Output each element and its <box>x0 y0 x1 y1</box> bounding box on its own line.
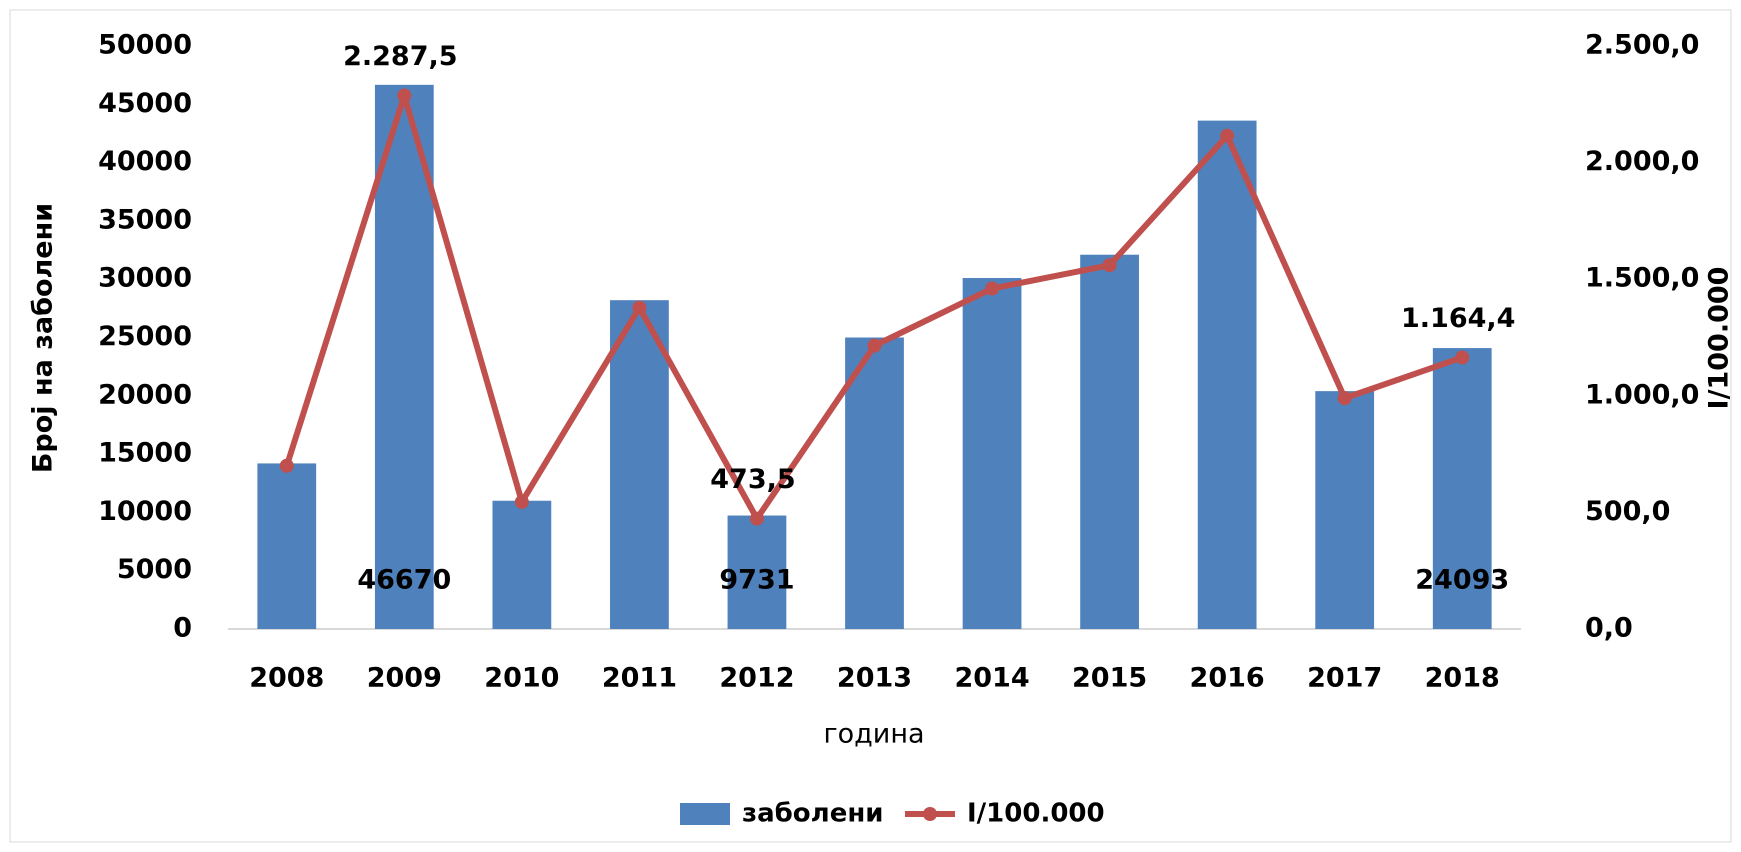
x-tick-label: 2018 <box>1425 663 1500 694</box>
x-tick-label: 2016 <box>1190 663 1265 694</box>
x-tick-label: 2012 <box>719 663 794 694</box>
bar <box>1315 391 1375 629</box>
y-tick-label: 20000 <box>98 379 192 410</box>
data-label: 46670 <box>357 565 451 596</box>
x-tick-label: 2015 <box>1072 663 1147 694</box>
x-tick-label: 2008 <box>249 663 324 694</box>
y-tick-label: 40000 <box>98 146 192 177</box>
y-axis-title: Број на заболени <box>28 203 59 473</box>
x-axis-title: година <box>823 719 924 750</box>
y2-tick-label: 1.500,0 <box>1585 263 1699 294</box>
x-tick-label: 2010 <box>484 663 559 694</box>
y-tick-label: 5000 <box>117 554 192 585</box>
line-point <box>514 494 529 509</box>
bar <box>845 337 904 629</box>
bar <box>492 500 552 629</box>
y2-axis-title: I/100.000 <box>1704 267 1735 410</box>
y2-tick-label: 2.000,0 <box>1585 146 1699 177</box>
y-tick-label: 45000 <box>98 88 192 119</box>
x-tick-label: 2009 <box>367 663 442 694</box>
x-tick-label: 2014 <box>954 663 1029 694</box>
bar <box>962 278 1022 629</box>
y2-tick-label: 0,0 <box>1585 613 1633 644</box>
bar <box>374 84 434 629</box>
y-tick-label: 25000 <box>98 321 192 352</box>
line-point <box>1102 258 1117 273</box>
data-label: 24093 <box>1415 565 1509 596</box>
legend-label: I/100.000 <box>967 799 1105 829</box>
data-label: 9731 <box>719 565 794 596</box>
x-tick-label: 2013 <box>837 663 912 694</box>
line-point <box>867 338 882 353</box>
bar <box>1432 348 1492 629</box>
y2-tick-label: 2.500,0 <box>1585 30 1699 61</box>
x-tick-label: 2011 <box>602 663 677 694</box>
bar <box>1197 120 1257 630</box>
line-point <box>279 458 294 473</box>
line-point <box>985 281 1000 296</box>
bar <box>610 300 669 629</box>
line-point <box>632 300 647 315</box>
y-tick-label: 50000 <box>98 30 192 61</box>
line-point <box>1455 350 1470 365</box>
legend-swatch <box>680 803 730 825</box>
bar <box>257 463 317 629</box>
y-tick-label: 0 <box>173 613 192 644</box>
data-label: 1.164,4 <box>1401 303 1515 334</box>
bar <box>1080 254 1139 630</box>
y2-tick-label: 500,0 <box>1585 496 1670 527</box>
line-point <box>1220 128 1235 143</box>
y-tick-label: 35000 <box>98 204 192 235</box>
y-tick-label: 10000 <box>98 496 192 527</box>
y-tick-label: 15000 <box>98 438 192 469</box>
line-point <box>397 88 412 103</box>
line-point <box>749 511 764 526</box>
x-tick-label: 2017 <box>1307 663 1382 694</box>
line-point <box>1337 391 1352 406</box>
legend-swatch-point <box>923 807 937 821</box>
y2-tick-label: 1.000,0 <box>1585 379 1699 410</box>
y-tick-label: 30000 <box>98 263 192 294</box>
legend-label: заболени <box>742 799 884 829</box>
data-label: 2.287,5 <box>343 41 457 72</box>
bar <box>727 515 787 629</box>
data-label: 473,5 <box>710 464 795 495</box>
